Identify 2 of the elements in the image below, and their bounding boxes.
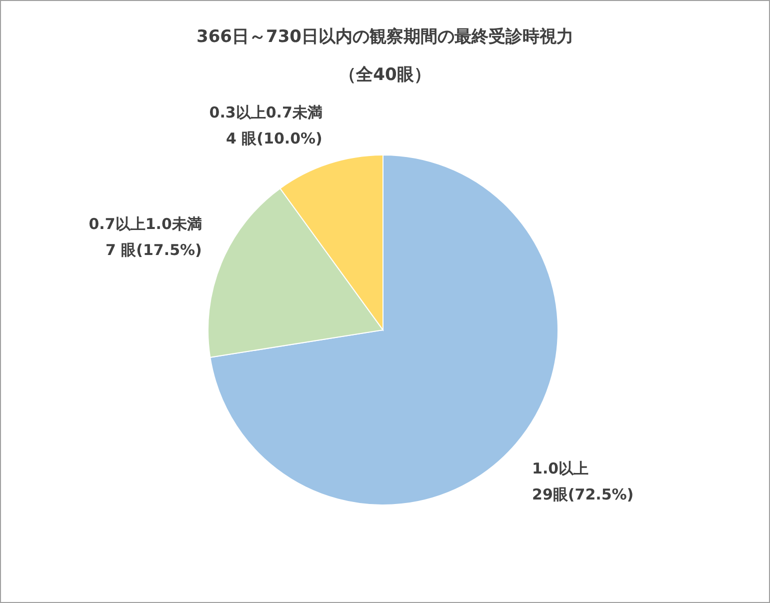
- chart-subtitle: （全40眼）: [339, 65, 431, 85]
- chart-title: 366日～730日以内の観察期間の最終受診時視力: [196, 27, 574, 47]
